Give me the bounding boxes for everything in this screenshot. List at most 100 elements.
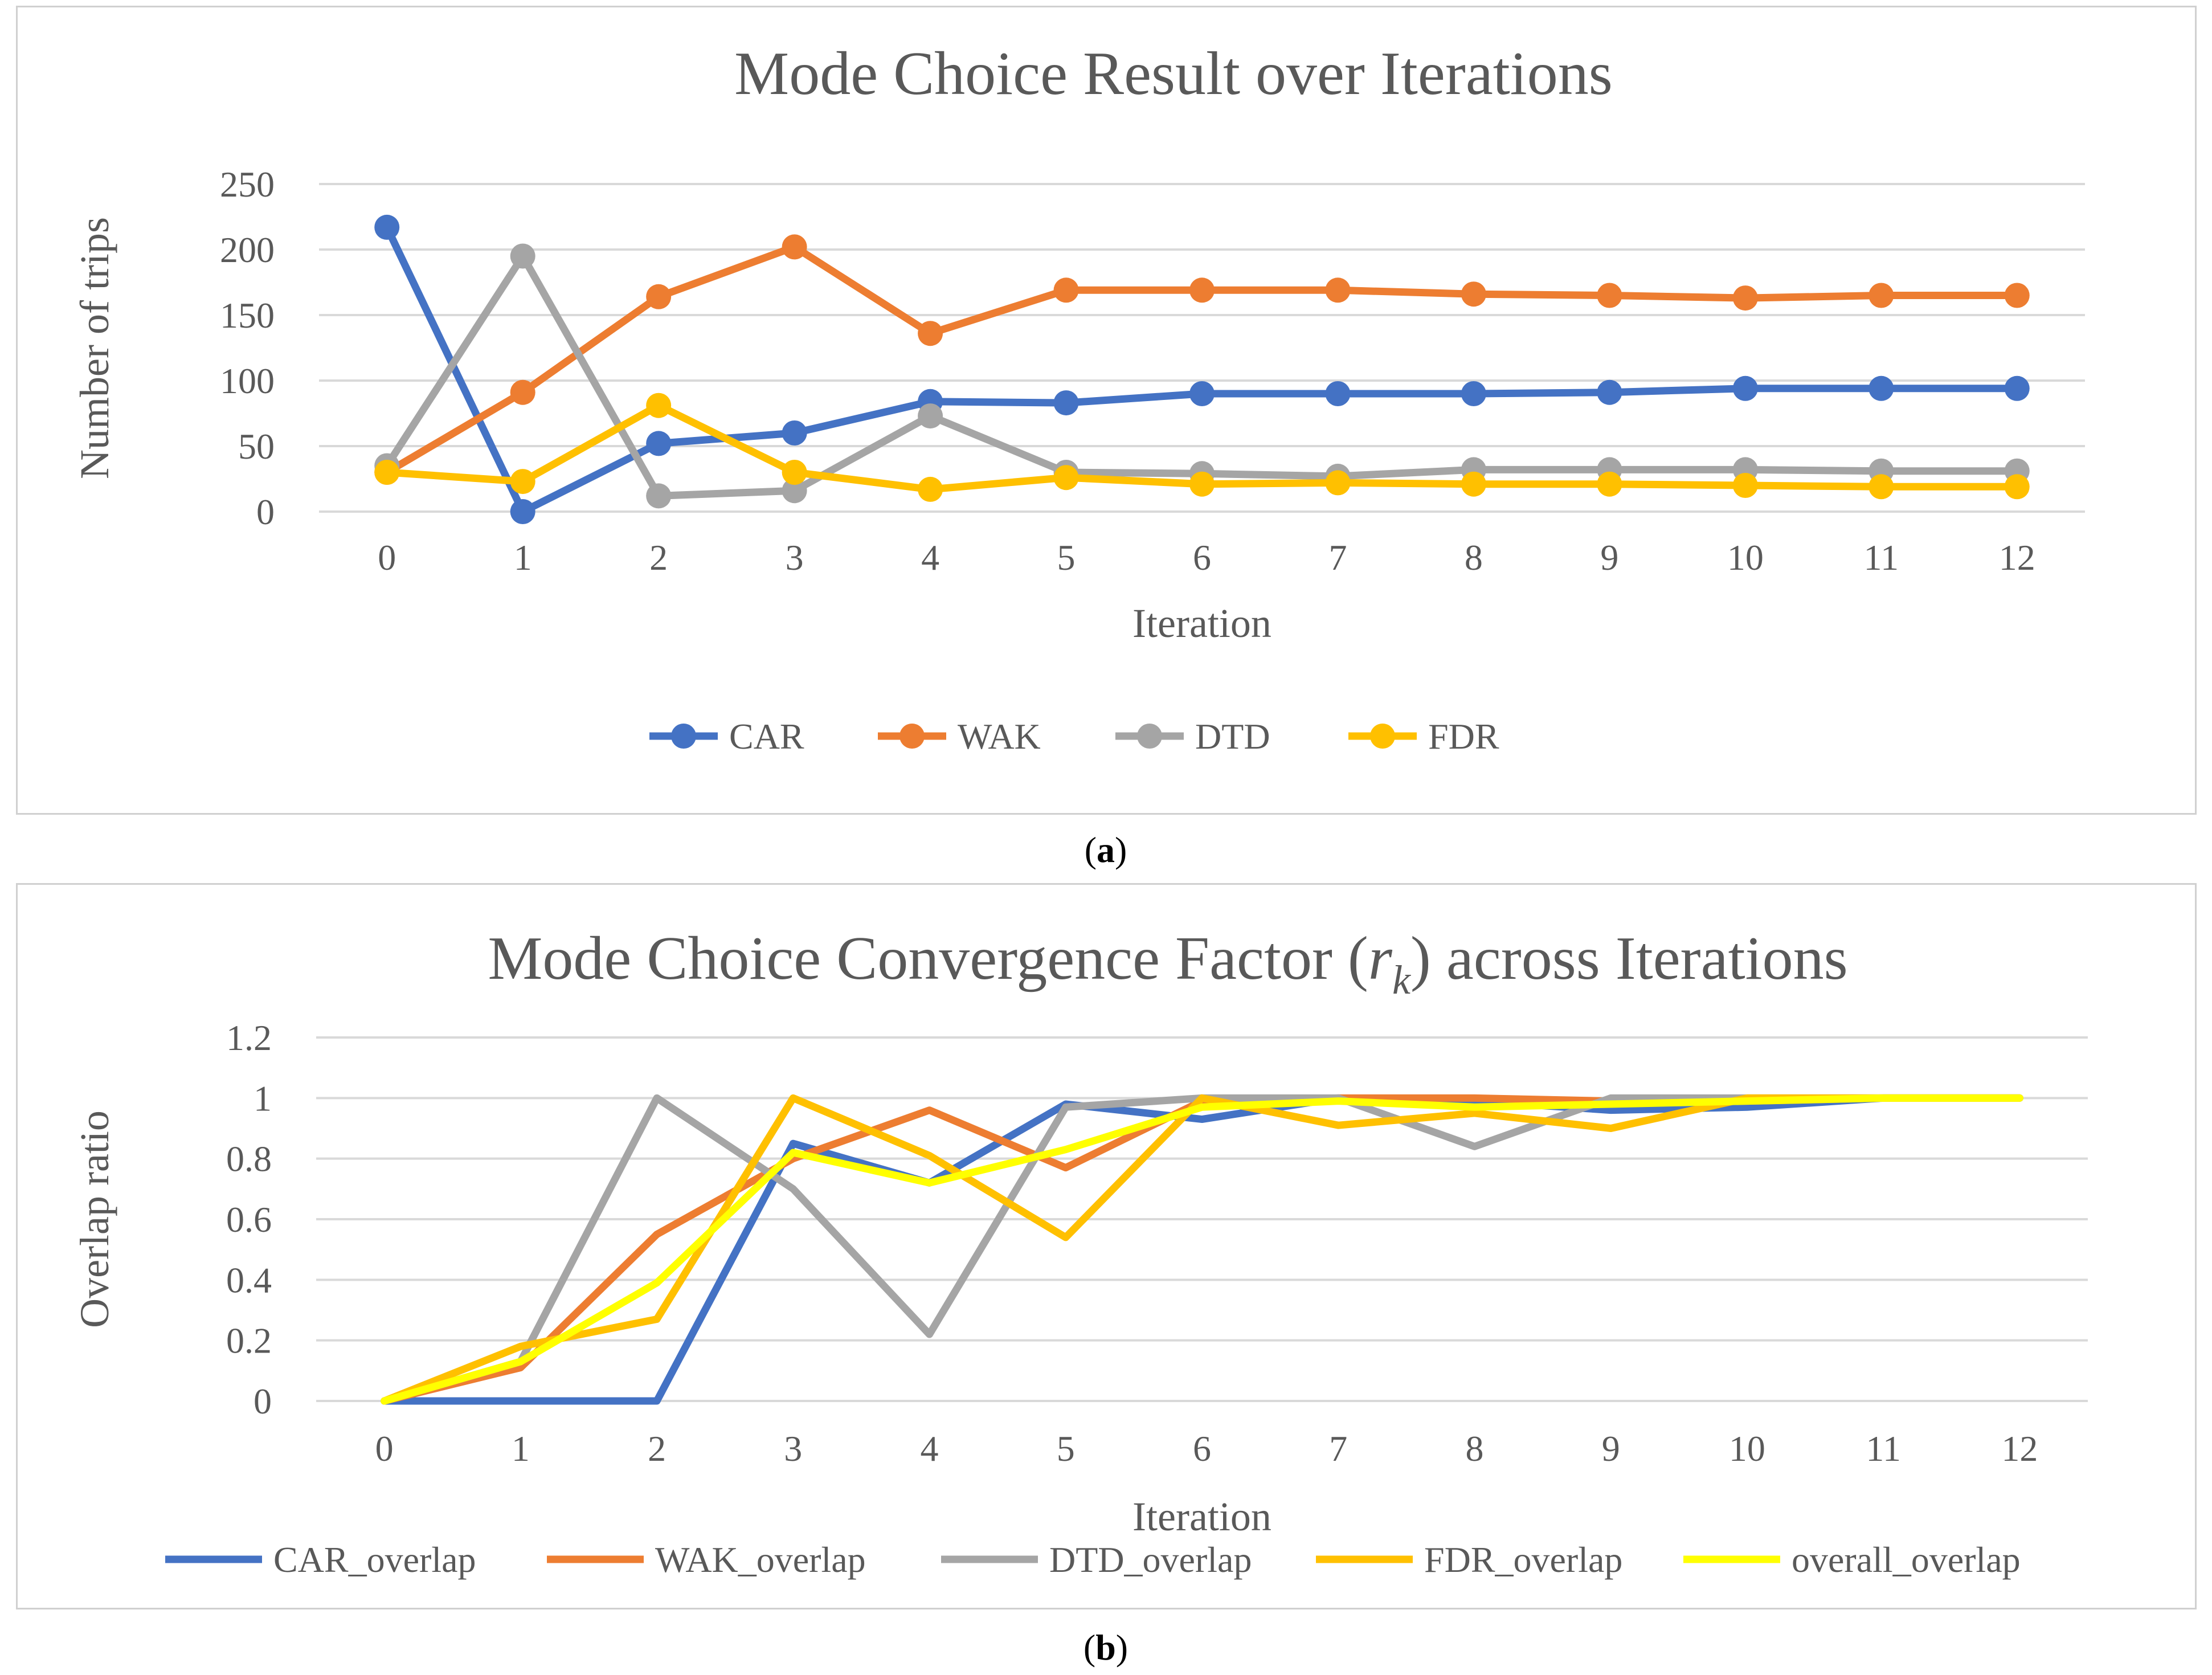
legend-marker-wak — [899, 724, 925, 749]
point-wak-3 — [782, 234, 807, 260]
x-tick-label-b-7: 7 — [1329, 1428, 1347, 1469]
caption-b-letter: b — [1095, 1627, 1116, 1668]
legend-label-car-overlap: CAR_overlap — [273, 1539, 476, 1580]
point-fdr-9 — [1597, 471, 1622, 497]
legend-marker-car — [671, 724, 696, 749]
x-tick-label-b-9: 9 — [1602, 1428, 1620, 1469]
y-tick-label-b-5: 1 — [253, 1078, 272, 1118]
series-line-overall-overlap — [381, 1094, 2023, 1405]
x-tick-label-b-8: 8 — [1465, 1428, 1483, 1469]
point-wak-12 — [2004, 283, 2030, 308]
y-tick-label-a-1: 50 — [238, 426, 275, 467]
caption-a: (a) — [1020, 829, 1191, 871]
point-wak-10 — [1732, 285, 1758, 311]
caption-b: (b) — [1020, 1627, 1191, 1669]
x-tick-label-a-12: 12 — [1999, 537, 2035, 578]
point-car-1 — [510, 499, 535, 524]
point-fdr-3 — [782, 460, 807, 485]
x-tick-label-a-6: 6 — [1193, 537, 1211, 578]
x-tick-label-a-11: 11 — [1863, 537, 1899, 578]
chart-panel-b — [16, 883, 2197, 1609]
point-car-6 — [1189, 381, 1215, 406]
x-tick-label-a-0: 0 — [378, 537, 396, 578]
legend-label-dtd-overlap: DTD_overlap — [1049, 1539, 1252, 1580]
y-tick-label-a-5: 250 — [220, 164, 275, 205]
caption-a-close: ) — [1115, 830, 1127, 870]
chart-title-b: Mode Choice Convergence Factor (rk) acro… — [488, 925, 1847, 1003]
point-fdr-5 — [1053, 465, 1079, 491]
x-tick-label-a-8: 8 — [1465, 537, 1483, 578]
series-line-car-overlap — [381, 1094, 2023, 1405]
x-tick-label-a-1: 1 — [514, 537, 532, 578]
point-dtd-2 — [646, 483, 672, 509]
chart-panel-a — [16, 6, 2197, 815]
point-fdr-7 — [1325, 470, 1351, 496]
y-tick-label-b-4: 0.8 — [226, 1139, 272, 1179]
legend-label-wak: WAK — [958, 716, 1041, 757]
point-fdr-8 — [1461, 471, 1486, 497]
point-car-10 — [1732, 375, 1758, 401]
x-tick-label-b-11: 11 — [1866, 1428, 1901, 1469]
legend-label-car: CAR — [729, 716, 804, 757]
legend-marker-dtd — [1137, 724, 1162, 749]
x-tick-label-a-4: 4 — [921, 537, 939, 578]
x-tick-label-b-6: 6 — [1193, 1428, 1211, 1469]
point-car-5 — [1053, 390, 1079, 416]
point-wak-2 — [646, 284, 672, 309]
y-tick-label-b-3: 0.6 — [226, 1199, 272, 1240]
point-wak-7 — [1325, 277, 1351, 303]
point-wak-5 — [1053, 277, 1079, 303]
y-tick-label-b-2: 0.4 — [226, 1260, 272, 1300]
legend-label-dtd: DTD — [1195, 716, 1270, 757]
point-car-12 — [2004, 375, 2030, 401]
x-tick-label-b-0: 0 — [375, 1428, 394, 1469]
point-wak-1 — [510, 379, 535, 405]
point-car-0 — [374, 214, 400, 240]
x-tick-label-b-5: 5 — [1057, 1428, 1075, 1469]
y-tick-label-b-1: 0.2 — [226, 1321, 272, 1361]
point-fdr-11 — [1868, 474, 1894, 500]
y-tick-label-a-3: 150 — [220, 295, 275, 336]
point-car-8 — [1461, 381, 1486, 406]
y-tick-label-b-0: 0 — [253, 1381, 272, 1421]
caption-a-open: ( — [1084, 830, 1097, 870]
point-wak-4 — [918, 321, 943, 346]
point-dtd-1 — [510, 243, 535, 269]
point-car-2 — [646, 431, 672, 456]
x-tick-label-a-9: 9 — [1600, 537, 1618, 578]
x-tick-label-a-7: 7 — [1328, 537, 1347, 578]
point-wak-9 — [1597, 283, 1622, 308]
caption-a-letter: a — [1097, 830, 1115, 870]
point-fdr-4 — [918, 476, 943, 502]
point-car-7 — [1325, 381, 1351, 406]
point-fdr-1 — [510, 469, 535, 495]
point-car-11 — [1868, 375, 1894, 401]
y-axis-title-b: Overlap ratio — [72, 1110, 117, 1328]
point-fdr-6 — [1189, 471, 1215, 497]
legend-label-overall-overlap: overall_overlap — [1792, 1539, 2021, 1580]
caption-b-close: ) — [1115, 1627, 1129, 1668]
x-tick-label-b-2: 2 — [648, 1428, 666, 1469]
y-tick-label-b-6: 1.2 — [226, 1018, 272, 1058]
x-tick-label-b-4: 4 — [921, 1428, 939, 1469]
y-tick-label-a-2: 100 — [220, 361, 275, 401]
legend-label-fdr: FDR — [1428, 716, 1499, 757]
legend-label-fdr-overlap: FDR_overlap — [1424, 1539, 1622, 1580]
point-fdr-12 — [2004, 474, 2030, 500]
y-axis-title-a: Number of trips — [72, 217, 117, 479]
x-tick-label-a-5: 5 — [1057, 537, 1076, 578]
y-tick-label-a-0: 0 — [256, 492, 275, 532]
point-fdr-2 — [646, 393, 672, 418]
x-tick-label-b-1: 1 — [512, 1428, 530, 1469]
x-tick-label-a-10: 10 — [1727, 537, 1764, 578]
point-fdr-0 — [374, 460, 400, 485]
x-tick-label-b-10: 10 — [1729, 1428, 1765, 1469]
point-dtd-3 — [782, 478, 807, 504]
point-car-3 — [782, 420, 807, 446]
x-axis-title-a: Iteration — [1132, 600, 1271, 646]
chart-title-a: Mode Choice Result over Iterations — [734, 40, 1613, 108]
x-axis-title-b: Iteration — [1132, 1494, 1271, 1539]
y-tick-label-a-4: 200 — [220, 230, 275, 270]
x-tick-label-a-3: 3 — [786, 537, 804, 578]
